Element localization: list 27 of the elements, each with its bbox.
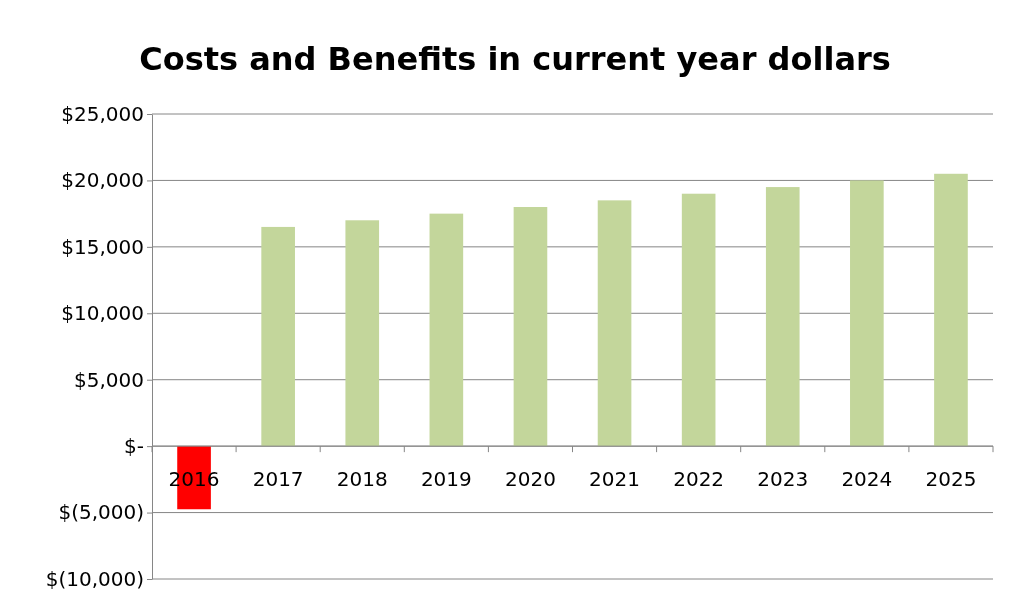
bar <box>261 226 295 447</box>
x-tick-label: 2020 <box>505 467 556 492</box>
y-tick-label: $- <box>124 434 144 459</box>
y-tick-label: $5,000 <box>74 367 144 392</box>
x-tick-label: 2023 <box>757 467 809 492</box>
chart-title: Costs and Benefits in current year dollars <box>139 40 891 78</box>
x-tick-label: 2017 <box>252 467 304 492</box>
x-tick-label: 2018 <box>336 467 388 492</box>
y-tick-label: $10,000 <box>61 301 144 326</box>
bar <box>681 193 716 447</box>
y-tick-label: $15,000 <box>61 234 144 259</box>
bar <box>345 220 380 447</box>
bar <box>597 200 632 447</box>
y-tick-label: $(5,000) <box>58 500 144 525</box>
x-tick-label: 2019 <box>420 467 472 492</box>
y-tick-label: $20,000 <box>61 168 144 193</box>
x-tick-label: 2022 <box>673 467 725 492</box>
y-tick-label: $25,000 <box>61 101 144 126</box>
bar <box>513 207 548 447</box>
bar <box>429 213 464 447</box>
x-tick-label: 2024 <box>841 467 893 492</box>
x-tick-label: 2025 <box>925 467 977 492</box>
x-tick-label: 2021 <box>589 467 640 492</box>
bar <box>934 173 968 447</box>
bar <box>765 187 800 447</box>
y-tick-label: $(10,000) <box>45 566 144 591</box>
bar <box>850 180 884 447</box>
